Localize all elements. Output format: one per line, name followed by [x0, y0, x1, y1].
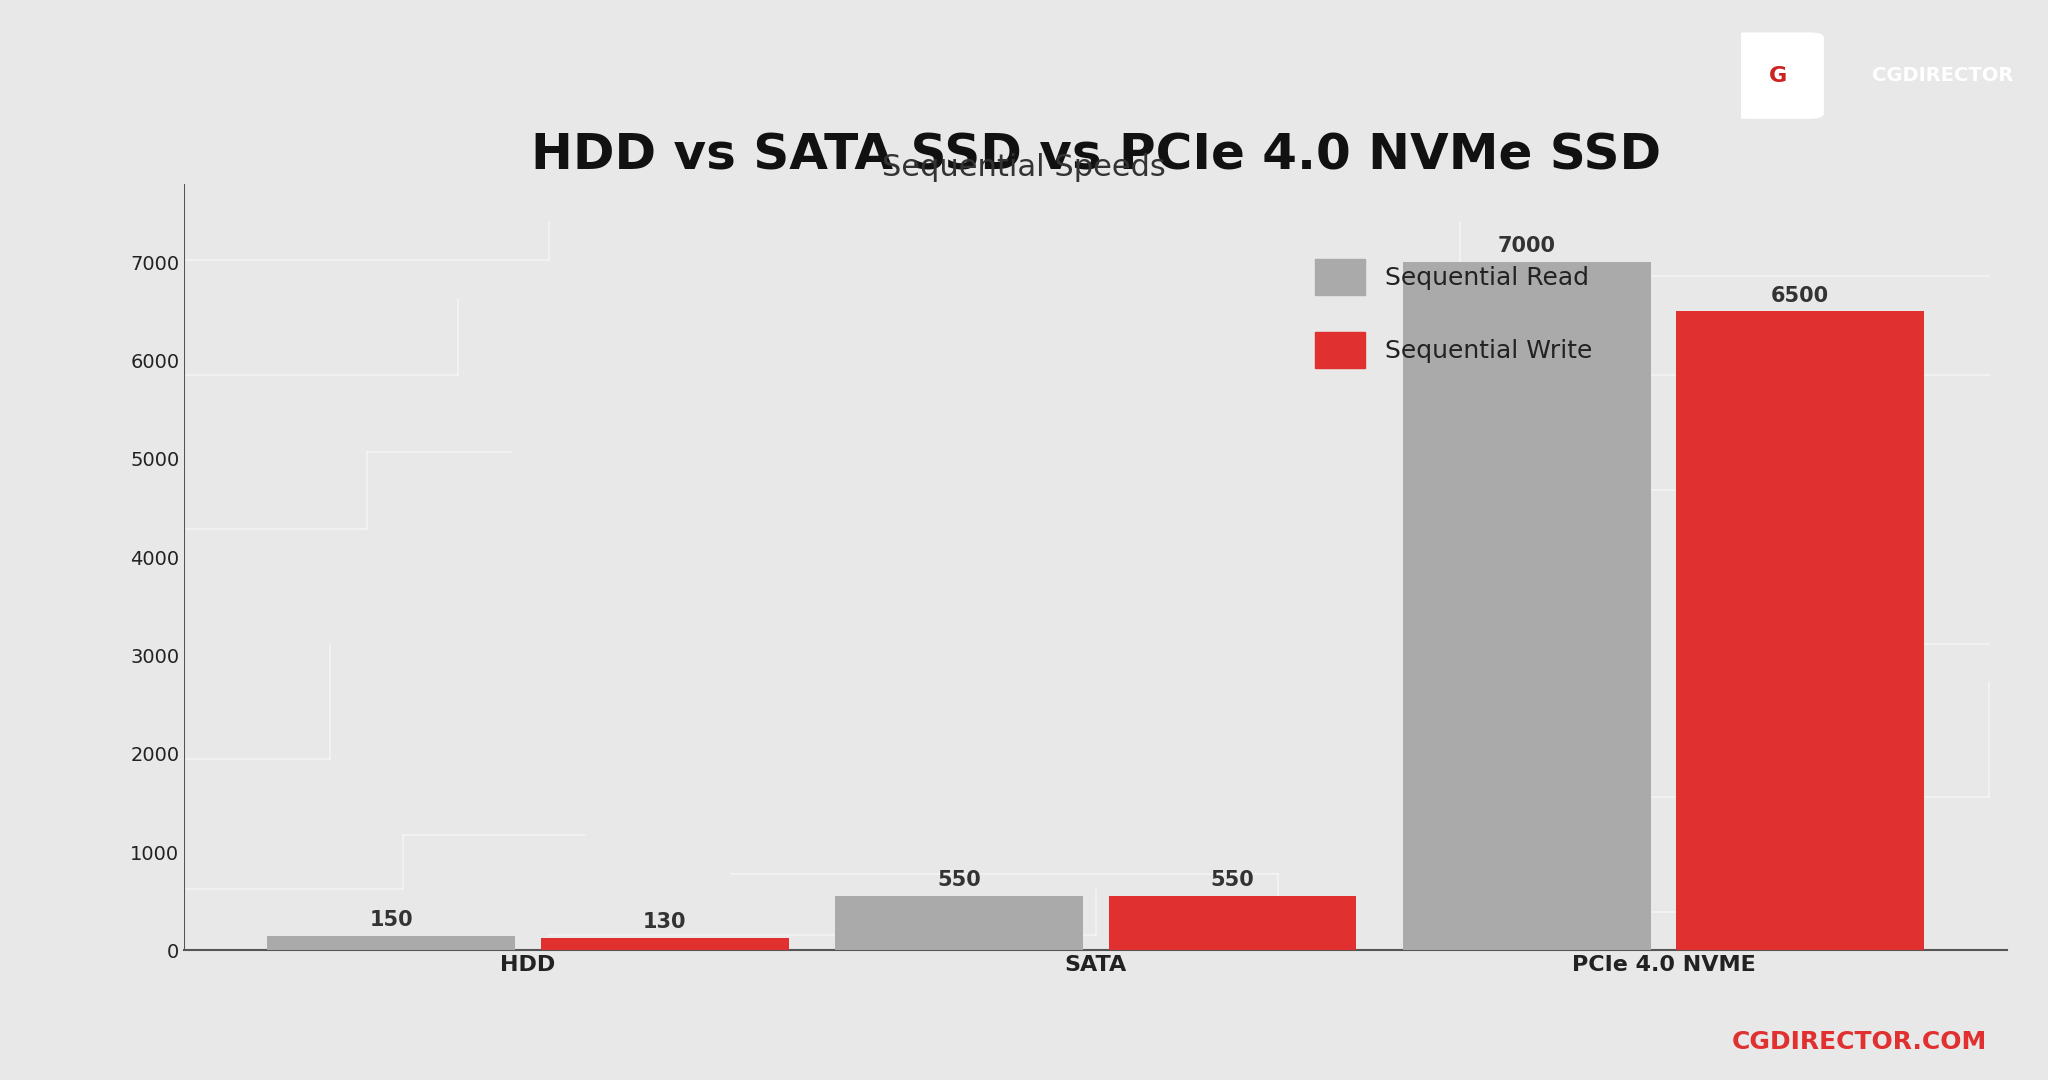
- Text: 130: 130: [643, 912, 686, 932]
- Text: CGDIRECTOR.COM: CGDIRECTOR.COM: [1731, 1030, 1987, 1054]
- Text: G: G: [1769, 66, 1788, 85]
- Text: CGDIRECTOR: CGDIRECTOR: [1872, 66, 2013, 85]
- Bar: [541, 937, 788, 950]
- Title: HDD vs SATA SSD vs PCIe 4.0 NVMe SSD: HDD vs SATA SSD vs PCIe 4.0 NVMe SSD: [530, 132, 1661, 179]
- FancyBboxPatch shape: [1733, 32, 1825, 119]
- Text: Sequential Speeds: Sequential Speeds: [883, 153, 1165, 181]
- Text: 7000: 7000: [1497, 237, 1556, 256]
- Text: 550: 550: [938, 870, 981, 890]
- Text: 550: 550: [1210, 870, 1253, 890]
- Legend: Sequential Read, Sequential Write: Sequential Read, Sequential Write: [1290, 234, 1618, 393]
- Bar: [1677, 311, 1925, 950]
- Bar: [1108, 896, 1356, 950]
- Text: 6500: 6500: [1772, 285, 1829, 306]
- Bar: [1403, 262, 1651, 950]
- Bar: [836, 896, 1083, 950]
- Bar: [266, 935, 514, 950]
- Text: 150: 150: [369, 909, 414, 930]
